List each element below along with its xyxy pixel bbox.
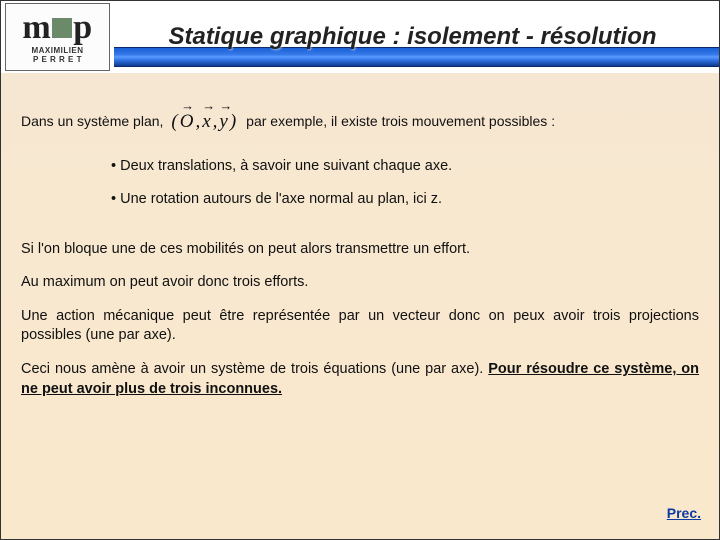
intro-before: Dans un système plan, xyxy=(21,112,163,131)
paragraph: Une action mécanique peut être représent… xyxy=(21,307,699,346)
logo-line2: P E R R E T xyxy=(33,55,82,64)
prev-link[interactable]: Prec. xyxy=(667,505,701,521)
bullet-item: Deux translations, à savoir une suivant … xyxy=(111,157,699,177)
paragraph: Ceci nous amène à avoir un système de tr… xyxy=(21,360,699,399)
eq-open: ( xyxy=(171,111,179,132)
eq-x: x xyxy=(202,109,212,135)
logo-letter-m: m xyxy=(22,11,51,45)
eq-y: y xyxy=(219,109,229,135)
intro-line: Dans un système plan, (O,x,y) par exempl… xyxy=(21,109,699,135)
logo: m p MAXIMILIEN P E R R E T xyxy=(5,3,110,71)
title-area: Statique graphique : isolement - résolut… xyxy=(114,1,719,73)
logo-line1: MAXIMILIEN xyxy=(31,46,83,55)
paragraph: Si l'on bloque une de ces mobilités on p… xyxy=(21,240,699,260)
header: m p MAXIMILIEN P E R R E T Statique grap… xyxy=(1,1,719,73)
eq-o: O xyxy=(180,109,196,135)
paragraph: Au maximum on peut avoir donc trois effo… xyxy=(21,273,699,293)
eq-close: ) xyxy=(230,111,238,132)
plane-equation: (O,x,y) xyxy=(163,109,246,135)
logo-graphic: m p xyxy=(22,11,92,45)
logo-square-icon xyxy=(52,18,72,38)
logo-letter-p: p xyxy=(73,11,92,45)
bullet-list: Deux translations, à savoir une suivant … xyxy=(21,157,699,210)
para4a: Ceci nous amène à avoir un système de tr… xyxy=(21,361,488,377)
intro-after: par exemple, il existe trois mouvement p… xyxy=(246,112,555,131)
content: Dans un système plan, (O,x,y) par exempl… xyxy=(1,73,719,423)
bullet-item: Une rotation autours de l'axe normal au … xyxy=(111,190,699,210)
page-title: Statique graphique : isolement - résolut… xyxy=(168,23,664,51)
